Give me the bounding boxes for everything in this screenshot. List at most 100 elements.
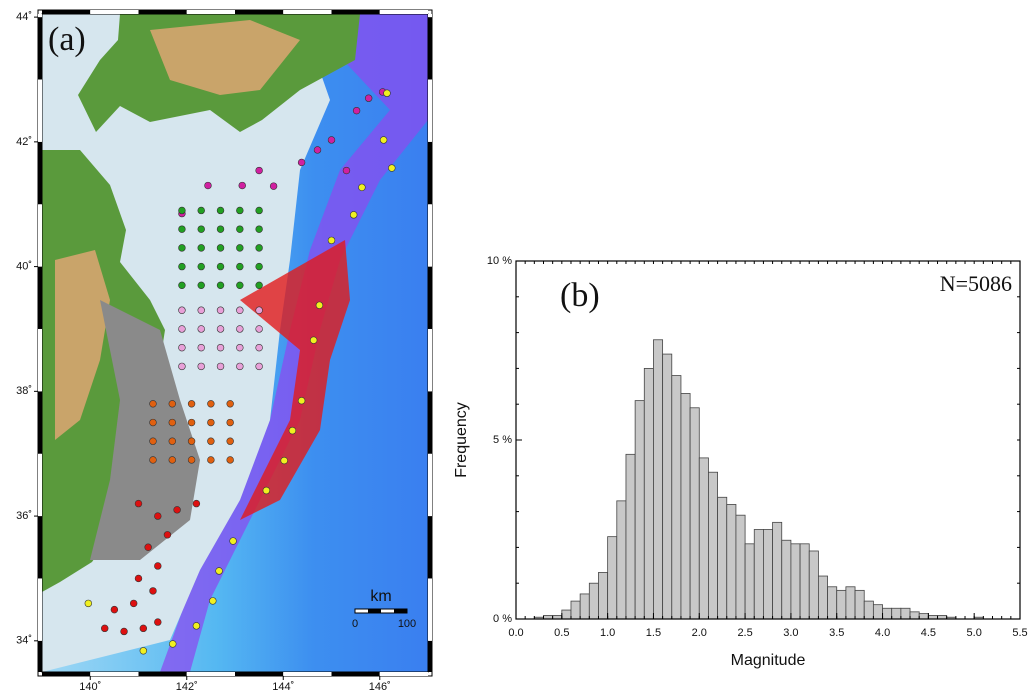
bar — [910, 612, 919, 619]
station — [217, 226, 224, 233]
station — [198, 344, 205, 351]
station — [270, 183, 277, 190]
station — [227, 438, 234, 445]
frame-seg — [38, 641, 42, 672]
frame-seg — [90, 672, 138, 676]
station — [198, 207, 205, 214]
station — [256, 344, 263, 351]
frame-seg — [380, 10, 428, 14]
frame-seg — [428, 578, 432, 640]
station — [150, 419, 157, 426]
frame-seg — [380, 672, 428, 676]
bar — [754, 530, 763, 620]
frame-seg — [428, 204, 432, 266]
frame-seg — [187, 10, 235, 14]
frame-seg — [235, 10, 283, 14]
station — [217, 344, 224, 351]
map-panel — [42, 14, 428, 672]
bar — [653, 340, 662, 619]
station — [256, 363, 263, 370]
frame-seg — [38, 14, 42, 17]
y-tick-label: 44˚ — [16, 11, 32, 23]
station — [207, 400, 214, 407]
bar — [791, 544, 800, 619]
bar — [883, 608, 892, 619]
station — [256, 326, 263, 333]
station — [193, 500, 200, 507]
frame-seg — [428, 267, 432, 329]
y-tick-label: 38˚ — [16, 385, 32, 397]
x-tick-label: 142˚ — [176, 681, 198, 693]
station — [236, 307, 243, 314]
station — [314, 147, 321, 154]
station — [198, 263, 205, 270]
bar — [901, 608, 910, 619]
station — [154, 619, 161, 626]
station — [328, 137, 335, 144]
station — [350, 211, 357, 218]
y-tick-label: 10 % — [487, 255, 512, 267]
panel-label: (b) — [560, 277, 600, 314]
station — [198, 363, 205, 370]
bar — [809, 551, 818, 619]
station — [140, 625, 147, 632]
frame-seg — [38, 267, 42, 329]
y-tick-label: 34˚ — [16, 635, 32, 647]
station — [193, 622, 200, 629]
bar — [828, 587, 837, 619]
station — [227, 457, 234, 464]
x-tick-label: 3.5 — [829, 627, 844, 639]
frame-seg — [428, 391, 432, 453]
x-tick-label: 2.5 — [737, 627, 752, 639]
frame-seg — [38, 204, 42, 266]
station — [216, 568, 223, 575]
station — [388, 165, 395, 172]
x-axis-title: Magnitude — [731, 652, 806, 669]
frame-seg — [428, 142, 432, 204]
station — [236, 207, 243, 214]
station — [227, 419, 234, 426]
bar — [644, 368, 653, 619]
x-tick-label: 5.5 — [1012, 627, 1027, 639]
station — [209, 597, 216, 604]
frame-seg — [38, 329, 42, 391]
x-tick-label: 3.0 — [783, 627, 798, 639]
frame-seg — [38, 79, 42, 141]
bar — [727, 504, 736, 619]
station — [188, 419, 195, 426]
bar — [718, 497, 727, 619]
station — [207, 419, 214, 426]
station — [380, 137, 387, 144]
y-tick-label: 5 % — [493, 434, 512, 446]
station — [316, 302, 323, 309]
station — [169, 400, 176, 407]
station — [263, 487, 270, 494]
y-tick-label: 40˚ — [16, 261, 32, 273]
bar — [800, 544, 809, 619]
bar — [617, 501, 626, 619]
station — [179, 363, 186, 370]
frame-seg — [90, 10, 138, 14]
bar — [855, 590, 864, 619]
bar — [580, 594, 589, 619]
station — [198, 244, 205, 251]
station — [121, 628, 128, 635]
bar — [635, 401, 644, 619]
bar — [681, 393, 690, 619]
station — [298, 397, 305, 404]
station — [384, 90, 391, 97]
frame-seg — [283, 672, 331, 676]
station — [227, 400, 234, 407]
bar — [919, 614, 928, 619]
station — [174, 506, 181, 513]
frame-seg — [428, 516, 432, 578]
station — [256, 263, 263, 270]
station — [179, 282, 186, 289]
station — [145, 544, 152, 551]
bar — [690, 408, 699, 619]
frame-seg — [42, 672, 90, 676]
station — [217, 207, 224, 214]
station — [169, 457, 176, 464]
y-tick-label: 42˚ — [16, 136, 32, 148]
station — [236, 226, 243, 233]
